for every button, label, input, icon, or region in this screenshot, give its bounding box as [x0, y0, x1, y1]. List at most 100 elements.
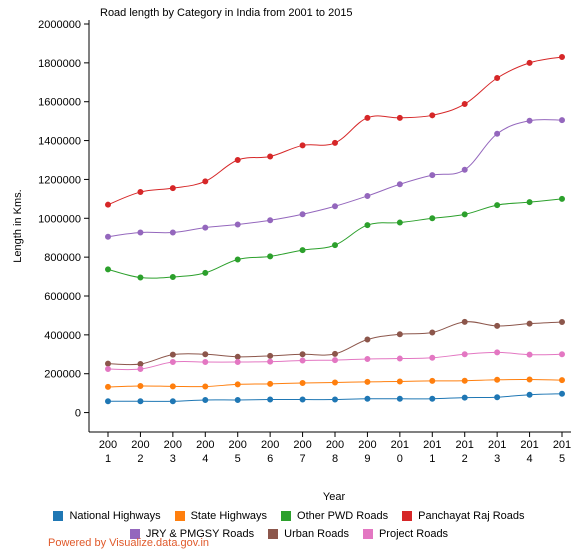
- data-point[interactable]: [461, 318, 468, 325]
- data-point[interactable]: [105, 398, 111, 405]
- data-point[interactable]: [494, 130, 501, 137]
- data-point[interactable]: [234, 353, 241, 360]
- data-point[interactable]: [396, 331, 403, 338]
- legend-item[interactable]: National Highways: [53, 510, 161, 522]
- data-point[interactable]: [137, 189, 144, 196]
- data-point[interactable]: [494, 349, 501, 356]
- data-point[interactable]: [526, 351, 533, 358]
- legend-item[interactable]: Panchayat Raj Roads: [402, 510, 525, 522]
- data-point[interactable]: [526, 59, 533, 66]
- data-point[interactable]: [169, 359, 176, 366]
- data-point[interactable]: [559, 377, 565, 384]
- data-point[interactable]: [299, 247, 306, 254]
- data-point[interactable]: [105, 360, 111, 367]
- data-point[interactable]: [299, 380, 306, 387]
- data-point[interactable]: [559, 390, 565, 397]
- data-point[interactable]: [137, 229, 144, 236]
- data-point[interactable]: [429, 354, 436, 361]
- data-point[interactable]: [267, 352, 274, 359]
- data-point[interactable]: [169, 398, 176, 405]
- legend-item[interactable]: Other PWD Roads: [281, 510, 388, 522]
- data-point[interactable]: [429, 172, 436, 179]
- data-point[interactable]: [494, 394, 501, 401]
- data-point[interactable]: [267, 253, 274, 260]
- data-point[interactable]: [559, 195, 565, 202]
- data-point[interactable]: [526, 391, 533, 398]
- data-point[interactable]: [202, 359, 209, 366]
- data-point[interactable]: [169, 351, 176, 358]
- data-point[interactable]: [169, 383, 176, 390]
- data-point[interactable]: [559, 117, 565, 124]
- data-point[interactable]: [396, 378, 403, 385]
- data-point[interactable]: [364, 355, 371, 362]
- legend-item[interactable]: Urban Roads: [268, 528, 349, 540]
- data-point[interactable]: [364, 114, 371, 121]
- data-point[interactable]: [364, 192, 371, 199]
- data-point[interactable]: [559, 319, 565, 326]
- data-point[interactable]: [169, 185, 176, 192]
- data-point[interactable]: [461, 351, 468, 358]
- legend-item[interactable]: JRY & PMGSY Roads: [129, 528, 254, 540]
- data-point[interactable]: [526, 376, 533, 383]
- data-point[interactable]: [202, 383, 209, 390]
- data-point[interactable]: [332, 139, 338, 146]
- data-point[interactable]: [299, 357, 306, 364]
- data-point[interactable]: [105, 383, 111, 390]
- data-point[interactable]: [396, 114, 403, 121]
- data-point[interactable]: [202, 178, 209, 185]
- data-point[interactable]: [461, 166, 468, 173]
- data-point[interactable]: [202, 351, 209, 358]
- data-point[interactable]: [267, 358, 274, 365]
- data-point[interactable]: [461, 211, 468, 218]
- data-point[interactable]: [169, 229, 176, 236]
- data-point[interactable]: [105, 201, 111, 208]
- data-point[interactable]: [526, 199, 533, 206]
- data-point[interactable]: [299, 142, 306, 149]
- data-point[interactable]: [429, 112, 436, 119]
- data-point[interactable]: [429, 377, 436, 384]
- data-point[interactable]: [332, 357, 338, 364]
- data-point[interactable]: [267, 153, 274, 160]
- data-point[interactable]: [202, 224, 209, 231]
- data-point[interactable]: [137, 398, 144, 405]
- legend-item[interactable]: State Highways: [174, 510, 267, 522]
- data-point[interactable]: [429, 215, 436, 222]
- data-point[interactable]: [396, 395, 403, 402]
- data-point[interactable]: [526, 117, 533, 124]
- data-point[interactable]: [494, 322, 501, 329]
- data-point[interactable]: [105, 266, 111, 273]
- data-point[interactable]: [429, 329, 436, 336]
- data-point[interactable]: [364, 336, 371, 343]
- data-point[interactable]: [396, 181, 403, 188]
- credit-link[interactable]: Powered by Visualize.data.gov.in: [48, 537, 210, 549]
- data-point[interactable]: [202, 396, 209, 403]
- legend-item[interactable]: Project Roads: [362, 528, 448, 540]
- data-point[interactable]: [234, 221, 241, 228]
- data-point[interactable]: [105, 366, 111, 373]
- data-point[interactable]: [494, 376, 501, 383]
- data-point[interactable]: [137, 274, 144, 281]
- data-point[interactable]: [137, 382, 144, 389]
- data-point[interactable]: [137, 366, 144, 373]
- data-point[interactable]: [364, 395, 371, 402]
- data-point[interactable]: [234, 381, 241, 388]
- data-point[interactable]: [332, 379, 338, 386]
- data-point[interactable]: [234, 157, 241, 163]
- data-point[interactable]: [267, 396, 274, 403]
- data-point[interactable]: [332, 350, 338, 357]
- data-point[interactable]: [137, 361, 144, 367]
- data-point[interactable]: [461, 101, 468, 108]
- data-point[interactable]: [494, 202, 501, 209]
- data-point[interactable]: [332, 203, 338, 210]
- data-point[interactable]: [559, 351, 565, 358]
- data-point[interactable]: [267, 380, 274, 387]
- data-point[interactable]: [332, 396, 338, 403]
- data-point[interactable]: [494, 75, 501, 82]
- data-point[interactable]: [299, 396, 306, 403]
- data-point[interactable]: [364, 222, 371, 229]
- data-point[interactable]: [267, 217, 274, 224]
- data-point[interactable]: [234, 359, 241, 366]
- data-point[interactable]: [299, 351, 306, 358]
- data-point[interactable]: [169, 273, 176, 280]
- data-point[interactable]: [332, 242, 338, 249]
